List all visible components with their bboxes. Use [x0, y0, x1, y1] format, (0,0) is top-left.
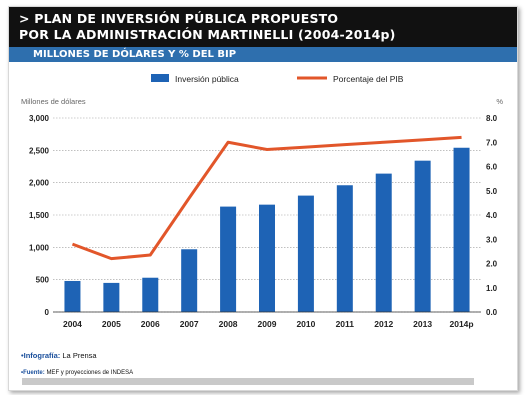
y2-tick-label: 8.0 — [486, 114, 498, 123]
fuente-label: •Fuente: — [21, 370, 45, 376]
bar-2009 — [259, 204, 275, 312]
y2-tick-label: 3.0 — [486, 235, 498, 244]
bar-2008 — [220, 206, 237, 312]
x-tick-label: 2011 — [336, 319, 355, 329]
x-tick-label: 2004 — [63, 319, 82, 329]
y2-tick-label: 1.0 — [486, 284, 498, 293]
legend-label-inversion: Inversión pública — [175, 74, 239, 84]
title-line-1: > PLAN DE INVERSIÓN PÚBLICA PROPUESTO — [19, 11, 339, 26]
y-tick-label: 2,000 — [29, 179, 50, 188]
chart-card: > PLAN DE INVERSIÓN PÚBLICA PROPUESTO PO… — [8, 6, 518, 391]
bar-2011 — [336, 185, 353, 312]
legend-swatch-inversion — [151, 74, 169, 82]
y2-tick-label: 0.0 — [486, 308, 498, 317]
footer-fuente: •Fuente: MEF y proyecciones de INDESA — [21, 370, 133, 376]
bar-2005 — [103, 282, 120, 312]
bar-2010 — [297, 195, 314, 312]
x-tick-label: 2007 — [180, 319, 199, 329]
x-tick-label: 2012 — [374, 319, 393, 329]
x-tick-label: 2013 — [413, 319, 432, 329]
y2-tick-label: 6.0 — [486, 163, 498, 172]
x-tick-label: 2014p — [449, 319, 473, 329]
y-tick-label: 3,000 — [29, 114, 50, 123]
x-tick-label: 2006 — [141, 319, 160, 329]
legend: Inversión pública Porcentaje del PIB — [151, 74, 404, 84]
infografia-value: La Prensa — [62, 351, 97, 360]
bottom-shadow-bar — [22, 378, 474, 385]
y2-axis-title: % — [496, 97, 503, 106]
legend-label-pib: Porcentaje del PIB — [333, 74, 404, 84]
bar-2004 — [64, 280, 81, 312]
bar-2013 — [414, 160, 431, 312]
y2-tick-label: 5.0 — [486, 187, 498, 196]
y2-tick-label: 7.0 — [486, 138, 498, 147]
y-tick-label: 1,000 — [29, 243, 50, 252]
y-tick-label: 0 — [45, 308, 50, 317]
x-tick-label: 2008 — [219, 319, 238, 329]
bar-2006 — [142, 277, 159, 312]
title-line-2: POR LA ADMINISTRACIÓN MARTINELLI (2004-2… — [19, 27, 396, 42]
y2-tick-label: 4.0 — [486, 211, 498, 220]
chart-header: > PLAN DE INVERSIÓN PÚBLICA PROPUESTO PO… — [9, 7, 517, 47]
footer-infografia: •Infografía: La Prensa — [21, 351, 97, 360]
y2-tick-label: 2.0 — [486, 260, 498, 269]
line-series — [71, 135, 462, 261]
infografia-label: •Infografía: — [21, 351, 61, 360]
bar-series — [64, 147, 470, 312]
bar-2014p — [453, 147, 470, 312]
x-tick-label: 2009 — [258, 319, 277, 329]
fuente-value: MEF y proyecciones de INDESA — [46, 370, 134, 376]
y-tick-label: 2,500 — [29, 146, 50, 155]
x-tick-label: 2005 — [102, 319, 121, 329]
chart-area: 0 500 1,000 1,500 2,000 2,500 3,000 0.0 1.0 2.0 3.… — [21, 74, 503, 329]
y-tick-label: 500 — [36, 276, 50, 285]
axes: 0 500 1,000 1,500 2,000 2,500 3,000 0.0 1.0 2.0 3.… — [29, 114, 498, 329]
bar-2007 — [181, 249, 198, 312]
y-tick-label: 1,500 — [29, 211, 50, 220]
pib-line — [71, 135, 462, 261]
y-axis-title: Millones de dólares — [21, 97, 86, 106]
x-tick-label: 2010 — [296, 319, 315, 329]
chart-subtitle: MILLONES DE DÓLARES Y % DEL BIP — [9, 47, 517, 62]
bar-2012 — [375, 173, 392, 312]
